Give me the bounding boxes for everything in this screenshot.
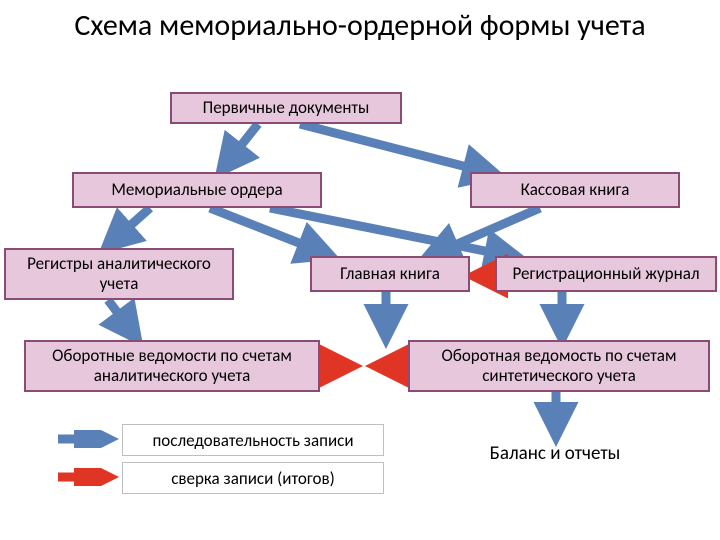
node-n1: Первичные документы	[170, 92, 402, 124]
legend-check-arrow	[56, 468, 120, 486]
node-n8: Оборотная ведомость по счетам синтетичес…	[408, 340, 710, 392]
label-p2: сверка записи (итогов)	[122, 462, 384, 494]
legend-flow-arrow	[56, 430, 120, 448]
node-n4: Регистры аналитического учета	[4, 248, 234, 300]
diagram-title: Схема мемориально-ордерной формы учета	[0, 8, 720, 44]
node-n6: Регистрационный журнал	[495, 256, 717, 292]
node-n5: Главная книга	[310, 256, 470, 292]
label-p1: последовательность записи	[122, 424, 384, 456]
node-n7: Оборотные ведомости по счетам аналитичес…	[24, 340, 320, 392]
node-n3: Кассовая книга	[470, 172, 680, 208]
node-n2: Мемориальные ордера	[72, 172, 322, 208]
title-text: Схема мемориально-ордерной формы учета	[74, 7, 645, 44]
label-p3: Баланс и отчеты	[440, 438, 670, 468]
